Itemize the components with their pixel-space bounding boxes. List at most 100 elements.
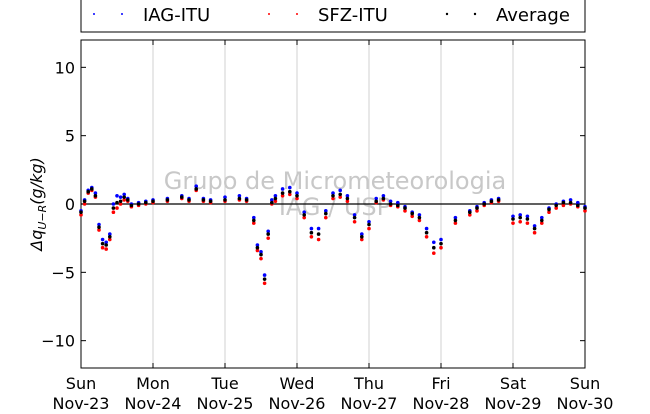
data-point-iag-itu	[568, 198, 573, 202]
data-point-average	[583, 206, 587, 210]
data-point-sfz-itu	[403, 209, 407, 213]
x-tick-label-day: Tue	[210, 374, 238, 393]
data-point-sfz-itu	[547, 210, 551, 214]
data-point-iag-itu	[417, 213, 422, 217]
data-point-sfz-itu	[475, 209, 479, 213]
data-point-average	[208, 199, 213, 204]
x-tick-label-date: Nov-28	[413, 394, 470, 409]
data-point-average	[360, 235, 364, 239]
data-point-iag-itu	[525, 214, 530, 219]
data-point-average	[201, 198, 206, 202]
data-point-iag-itu	[424, 226, 429, 231]
data-point-iag-itu	[93, 191, 98, 195]
x-tick-label-day: Wed	[280, 374, 315, 393]
data-point-average	[79, 210, 83, 214]
data-point-average	[367, 222, 371, 227]
data-point-iag-itu	[518, 213, 522, 217]
legend-label-sfz-itu: SFZ-ITU	[318, 5, 388, 26]
legend-item-iag-itu: IAG-ITU	[93, 5, 210, 26]
data-point-sfz-itu	[439, 245, 443, 250]
data-point-iag-itu	[396, 200, 400, 205]
data-point-iag-itu	[115, 194, 119, 198]
data-point-sfz-itu	[424, 235, 429, 239]
data-point-iag-itu	[338, 188, 343, 193]
data-point-average	[432, 245, 436, 250]
data-point-sfz-itu	[468, 213, 472, 217]
data-point-sfz-itu	[111, 210, 116, 214]
data-point-sfz-itu	[118, 202, 123, 206]
data-point-iag-itu	[111, 202, 116, 206]
data-point-sfz-itu	[525, 221, 530, 225]
data-point-average	[316, 232, 321, 236]
data-point-sfz-itu	[104, 247, 108, 251]
data-point-average	[288, 189, 292, 194]
data-point-average	[266, 232, 271, 236]
x-tick-label-day: Mon	[136, 374, 170, 393]
data-point-sfz-itu	[331, 196, 335, 201]
data-point-average	[104, 243, 108, 247]
data-point-average	[144, 200, 148, 205]
data-point-sfz-itu	[108, 237, 112, 242]
data-point-iag-itu	[118, 195, 123, 199]
watermark-line-1: Grupo de Micrometeorologia	[164, 167, 506, 195]
y-axis: 10 5 0 −5 −10	[41, 58, 585, 351]
data-point-iag-itu	[345, 194, 350, 198]
data-point-iag-itu	[194, 184, 198, 189]
data-point-sfz-itu	[532, 230, 537, 235]
data-point-average	[115, 200, 119, 205]
data-point-sfz-itu	[561, 203, 566, 208]
data-point-average	[482, 202, 487, 206]
x-tick-label-date: Nov-26	[269, 394, 326, 409]
data-point-sfz-itu	[410, 214, 415, 219]
data-point-average	[568, 200, 573, 205]
data-point-average	[255, 245, 260, 250]
data-point-sfz-itu	[255, 248, 260, 253]
data-point-sfz-itu	[79, 213, 83, 217]
legend-label-iag-itu: IAG-ITU	[143, 5, 210, 26]
data-point-average	[100, 241, 105, 246]
data-point-average	[338, 192, 343, 197]
data-point-sfz-itu	[82, 202, 87, 206]
data-point-average	[439, 241, 443, 246]
data-point-iag-itu	[255, 243, 260, 247]
y-tick-label: −10	[41, 332, 75, 351]
data-point-iag-itu	[316, 226, 321, 231]
data-point-average	[396, 203, 400, 208]
data-point-average	[302, 213, 307, 217]
data-point-average	[561, 200, 566, 205]
data-point-sfz-itu	[309, 235, 314, 239]
data-point-sfz-itu	[259, 256, 263, 261]
legend-label-average: Average	[496, 5, 570, 26]
data-point-sfz-itu	[280, 194, 285, 198]
data-point-sfz-itu	[360, 237, 364, 242]
data-point-average	[180, 195, 184, 199]
data-point-iag-itu	[331, 191, 335, 195]
data-point-iag-itu	[439, 237, 443, 242]
data-point-sfz-itu	[511, 221, 515, 225]
data-point-iag-itu	[453, 215, 458, 220]
data-point-average	[554, 203, 558, 208]
data-point-sfz-itu	[97, 228, 101, 232]
data-point-average	[309, 230, 314, 235]
data-point-sfz-itu	[352, 219, 357, 224]
data-point-iag-itu	[252, 215, 256, 220]
legend-marker-sfz-itu	[268, 13, 270, 15]
data-point-average	[525, 217, 530, 221]
data-point-sfz-itu	[302, 215, 307, 220]
legend-item-sfz-itu: SFZ-ITU	[268, 5, 388, 26]
x-tick-label-date: Nov-23	[53, 394, 110, 409]
y-tick-label: 5	[65, 127, 75, 146]
data-point-sfz-itu	[554, 206, 558, 210]
data-point-iag-itu	[532, 224, 537, 228]
x-axis: SunNov-23MonNov-24TueNov-25WedNov-26ThuN…	[53, 40, 613, 413]
data-point-sfz-itu	[345, 199, 350, 204]
data-point-average	[237, 196, 242, 201]
legend-marker-average-2	[473, 12, 477, 16]
legend-box	[80, 0, 586, 33]
data-point-iag-itu	[367, 219, 371, 224]
data-point-iag-itu	[540, 215, 544, 220]
y-tick-label: 0	[65, 195, 75, 214]
data-point-sfz-itu	[432, 251, 436, 255]
data-point-sfz-itu	[583, 209, 587, 213]
legend: IAG-ITU SFZ-ITU Average	[80, 0, 586, 33]
